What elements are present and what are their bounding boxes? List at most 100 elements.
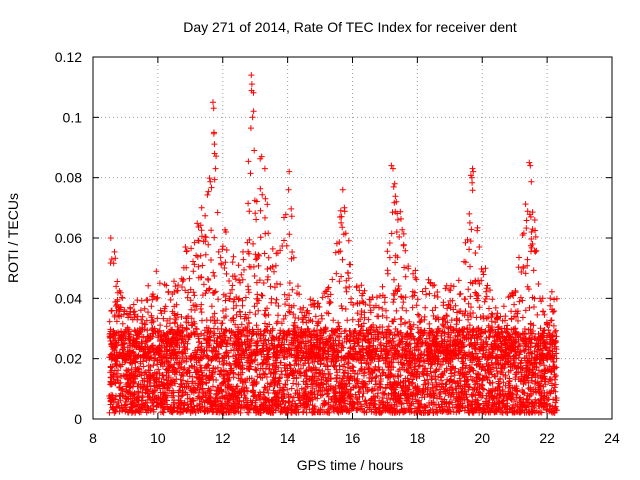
data-point — [124, 368, 131, 375]
data-point — [537, 360, 544, 367]
data-point — [218, 320, 225, 327]
data-point — [267, 283, 274, 290]
data-point — [254, 361, 261, 368]
data-point — [124, 376, 131, 383]
data-point — [215, 248, 222, 255]
data-point — [417, 343, 424, 350]
data-point — [149, 296, 156, 303]
data-point — [517, 294, 524, 301]
data-point — [238, 321, 245, 328]
data-point — [488, 318, 495, 325]
data-point — [373, 373, 380, 380]
data-point — [528, 178, 535, 185]
data-point — [220, 361, 227, 368]
data-point — [139, 313, 146, 320]
data-point — [286, 399, 293, 406]
data-point — [350, 364, 357, 371]
data-point — [295, 283, 301, 290]
data-point — [360, 390, 367, 397]
data-point — [500, 379, 507, 386]
data-point — [362, 397, 369, 404]
data-point — [115, 367, 121, 374]
data-point — [344, 317, 351, 324]
x-axis-label: GPS time / hours — [297, 457, 404, 473]
data-point — [403, 307, 410, 314]
data-point — [508, 326, 515, 333]
data-point — [260, 370, 267, 377]
data-point — [384, 248, 391, 255]
data-point — [241, 266, 247, 273]
data-point — [286, 231, 293, 238]
data-point — [548, 288, 555, 295]
data-point — [327, 403, 334, 410]
data-point — [275, 364, 282, 371]
data-point — [524, 256, 531, 263]
data-point — [259, 191, 266, 198]
data-point — [533, 364, 540, 370]
data-point — [170, 377, 176, 383]
data-point — [537, 409, 544, 416]
data-point — [481, 386, 487, 393]
data-point — [277, 409, 284, 416]
data-point — [541, 311, 548, 318]
data-point — [253, 322, 260, 329]
data-point — [246, 208, 253, 215]
data-point — [300, 304, 307, 311]
data-point — [399, 304, 406, 311]
data-point — [245, 283, 251, 290]
data-point — [344, 269, 351, 276]
data-point — [190, 258, 196, 265]
data-point — [553, 295, 560, 302]
data-point — [167, 296, 174, 303]
data-point — [261, 384, 268, 391]
data-point — [464, 325, 470, 331]
data-point — [205, 241, 212, 248]
data-point — [390, 299, 397, 306]
data-point — [137, 307, 144, 314]
data-point — [274, 381, 281, 388]
data-point — [264, 266, 271, 272]
data-point — [251, 273, 258, 279]
data-point — [552, 376, 558, 383]
data-point — [401, 264, 408, 271]
data-point — [134, 313, 141, 320]
data-point — [469, 187, 476, 194]
data-point — [247, 170, 254, 177]
data-point — [502, 382, 509, 389]
data-point — [289, 286, 296, 293]
data-point — [202, 251, 209, 258]
data-point — [297, 365, 304, 372]
data-point — [522, 270, 529, 277]
data-point — [148, 312, 155, 319]
data-point — [393, 307, 400, 314]
data-points — [106, 72, 560, 416]
data-point — [232, 276, 239, 283]
data-point — [218, 325, 225, 332]
data-point — [210, 269, 217, 276]
data-point — [198, 386, 205, 392]
data-point — [257, 185, 264, 192]
data-point — [278, 368, 285, 375]
data-point — [523, 217, 530, 224]
data-point — [289, 249, 296, 255]
data-point — [288, 385, 295, 392]
data-point — [271, 268, 277, 275]
data-point — [250, 263, 257, 270]
data-point — [298, 385, 305, 392]
data-point — [261, 250, 268, 257]
y-axis-label: ROTI / TECUs — [5, 193, 21, 283]
data-point — [521, 326, 528, 332]
data-point — [130, 301, 137, 308]
data-point — [272, 390, 279, 397]
data-point — [472, 381, 479, 388]
data-point — [453, 385, 460, 392]
data-point — [346, 380, 353, 387]
data-point — [260, 280, 267, 286]
data-point — [120, 406, 126, 413]
data-point — [451, 372, 458, 379]
data-point — [534, 311, 541, 318]
data-point — [245, 200, 252, 207]
data-point — [170, 389, 177, 396]
data-point — [478, 266, 485, 272]
